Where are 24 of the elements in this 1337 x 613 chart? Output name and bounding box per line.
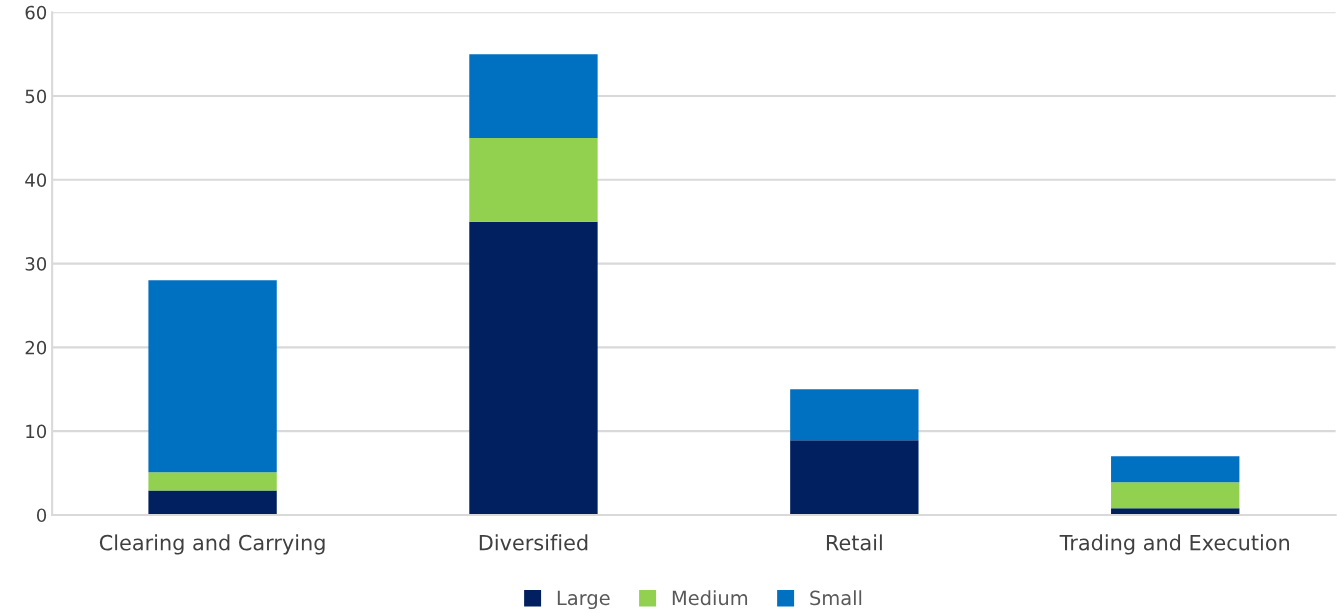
y-tick-label: 40 [25,173,47,187]
bar [469,54,598,138]
x-tick-label: Retail [826,534,882,551]
bar [148,472,277,491]
bar [790,389,919,441]
y-tick-label: 50 [25,89,47,104]
y-tick-label: 20 [25,340,47,355]
y-tick-label: 0 [36,508,47,523]
x-tick-label: Clearing and Carrying [99,534,325,555]
bar [1111,456,1240,483]
bar [1111,482,1240,509]
legend-label: Small [810,590,862,606]
bar [469,221,598,515]
bar [148,490,277,515]
bar [469,137,598,222]
legend-label: Medium [672,590,748,606]
y-tick-label: 60 [25,5,47,20]
bar [148,280,277,473]
bar [790,440,919,515]
x-tick-label: Diversified [479,534,588,551]
y-tick-label: 10 [26,424,47,439]
legend-label: Large [557,590,610,610]
y-tick-label: 30 [25,257,47,271]
x-tick-label: Trading and Execution [1059,534,1289,555]
